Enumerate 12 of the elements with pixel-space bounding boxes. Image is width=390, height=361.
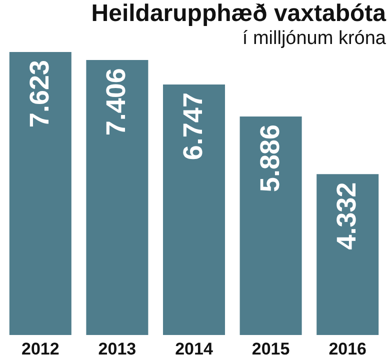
data-label: 5.886 xyxy=(254,124,285,192)
chart-title: Heildarupphæð vaxtabóta xyxy=(91,0,387,27)
data-label: 4.332 xyxy=(332,182,362,250)
chart-subtitle: í milljónum króna xyxy=(242,28,386,49)
data-label: 7.406 xyxy=(101,68,132,136)
x-tick-label: 2013 xyxy=(98,340,136,358)
data-label: 7.623 xyxy=(24,60,54,128)
data-label: 6.747 xyxy=(178,92,208,160)
x-tick-label: 2015 xyxy=(252,340,290,358)
x-tick-label: 2014 xyxy=(175,340,214,358)
x-tick-label: 2012 xyxy=(21,340,60,358)
x-tick-label: 2016 xyxy=(328,340,367,358)
